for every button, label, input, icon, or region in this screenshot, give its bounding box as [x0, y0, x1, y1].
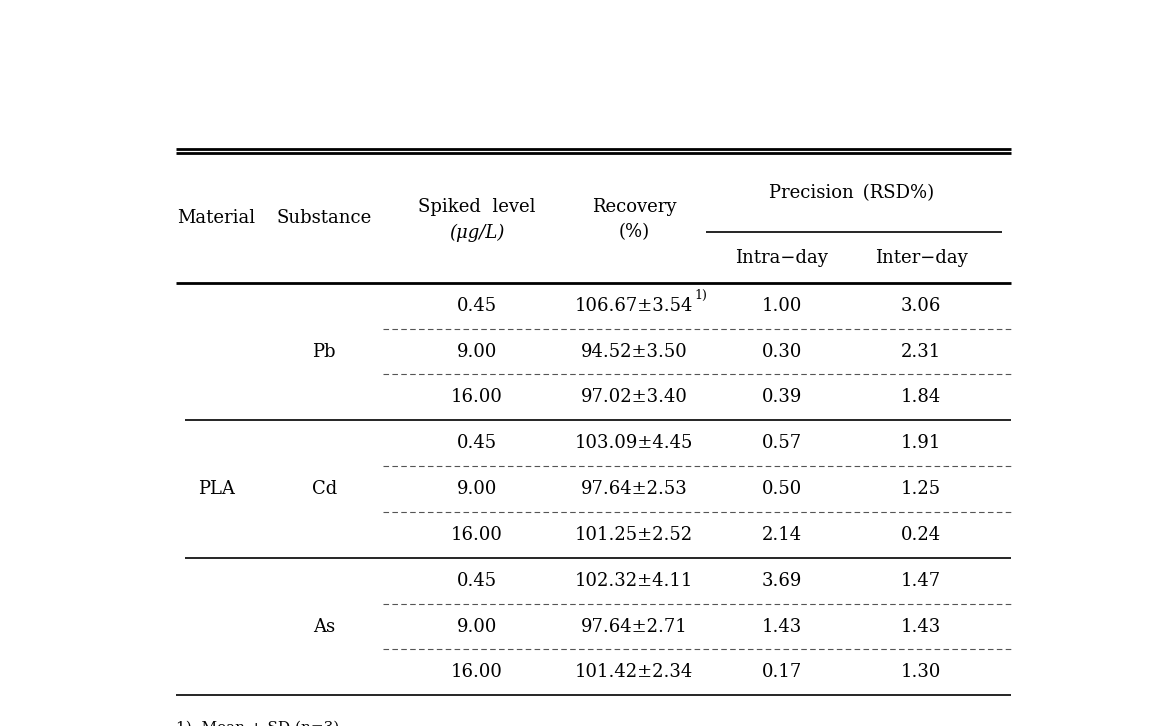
Text: 1.43: 1.43 [901, 618, 941, 635]
Text: 102.32±4.11: 102.32±4.11 [574, 572, 692, 590]
Text: 16.00: 16.00 [450, 526, 503, 544]
Text: 9.00: 9.00 [456, 480, 497, 498]
Text: 1.84: 1.84 [901, 388, 941, 407]
Text: 16.00: 16.00 [450, 664, 503, 682]
Text: As: As [313, 618, 336, 635]
Text: 0.45: 0.45 [456, 434, 497, 452]
Text: 1): 1) [695, 289, 708, 302]
Text: Cd: Cd [312, 480, 337, 498]
Text: 2.14: 2.14 [762, 526, 802, 544]
Text: 1.25: 1.25 [901, 480, 941, 498]
Text: 97.02±3.40: 97.02±3.40 [580, 388, 688, 407]
Text: 3.06: 3.06 [901, 297, 941, 314]
Text: 9.00: 9.00 [456, 618, 497, 635]
Text: 1.47: 1.47 [901, 572, 941, 590]
Text: 16.00: 16.00 [450, 388, 503, 407]
Text: 1.43: 1.43 [762, 618, 802, 635]
Text: Substance: Substance [277, 210, 372, 227]
Text: 0.39: 0.39 [762, 388, 802, 407]
Text: PLA: PLA [198, 480, 235, 498]
Text: 94.52±3.50: 94.52±3.50 [580, 343, 687, 361]
Text: 97.64±2.71: 97.64±2.71 [580, 618, 687, 635]
Text: 0.45: 0.45 [456, 297, 497, 314]
Text: 2.31: 2.31 [901, 343, 941, 361]
Text: 101.25±2.52: 101.25±2.52 [574, 526, 692, 544]
Text: Material: Material [177, 210, 256, 227]
Text: Precision (RSD%): Precision (RSD%) [769, 184, 935, 203]
Text: 1.00: 1.00 [762, 297, 802, 314]
Text: (μg/L): (μg/L) [449, 224, 505, 242]
Text: 103.09±4.45: 103.09±4.45 [574, 434, 692, 452]
Text: Intra−day: Intra−day [735, 248, 828, 266]
Text: 1.30: 1.30 [901, 664, 941, 682]
Text: 9.00: 9.00 [456, 343, 497, 361]
Text: 97.64±2.53: 97.64±2.53 [580, 480, 687, 498]
Text: 3.69: 3.69 [762, 572, 802, 590]
Text: Spiked  level: Spiked level [418, 198, 535, 216]
Text: 0.45: 0.45 [456, 572, 497, 590]
Text: Pb: Pb [313, 343, 336, 361]
Text: 1)  Mean ± SD (n=3): 1) Mean ± SD (n=3) [176, 720, 339, 726]
Text: Recovery: Recovery [592, 198, 676, 216]
Text: 0.30: 0.30 [762, 343, 802, 361]
Text: 0.24: 0.24 [901, 526, 941, 544]
Text: 0.57: 0.57 [762, 434, 802, 452]
Text: 101.42±2.34: 101.42±2.34 [574, 664, 692, 682]
Text: 0.50: 0.50 [762, 480, 802, 498]
Text: 1.91: 1.91 [901, 434, 941, 452]
Text: Inter−day: Inter−day [874, 248, 967, 266]
Text: (%): (%) [618, 224, 650, 242]
Text: 0.17: 0.17 [762, 664, 802, 682]
Text: 106.67±3.54: 106.67±3.54 [574, 297, 692, 314]
